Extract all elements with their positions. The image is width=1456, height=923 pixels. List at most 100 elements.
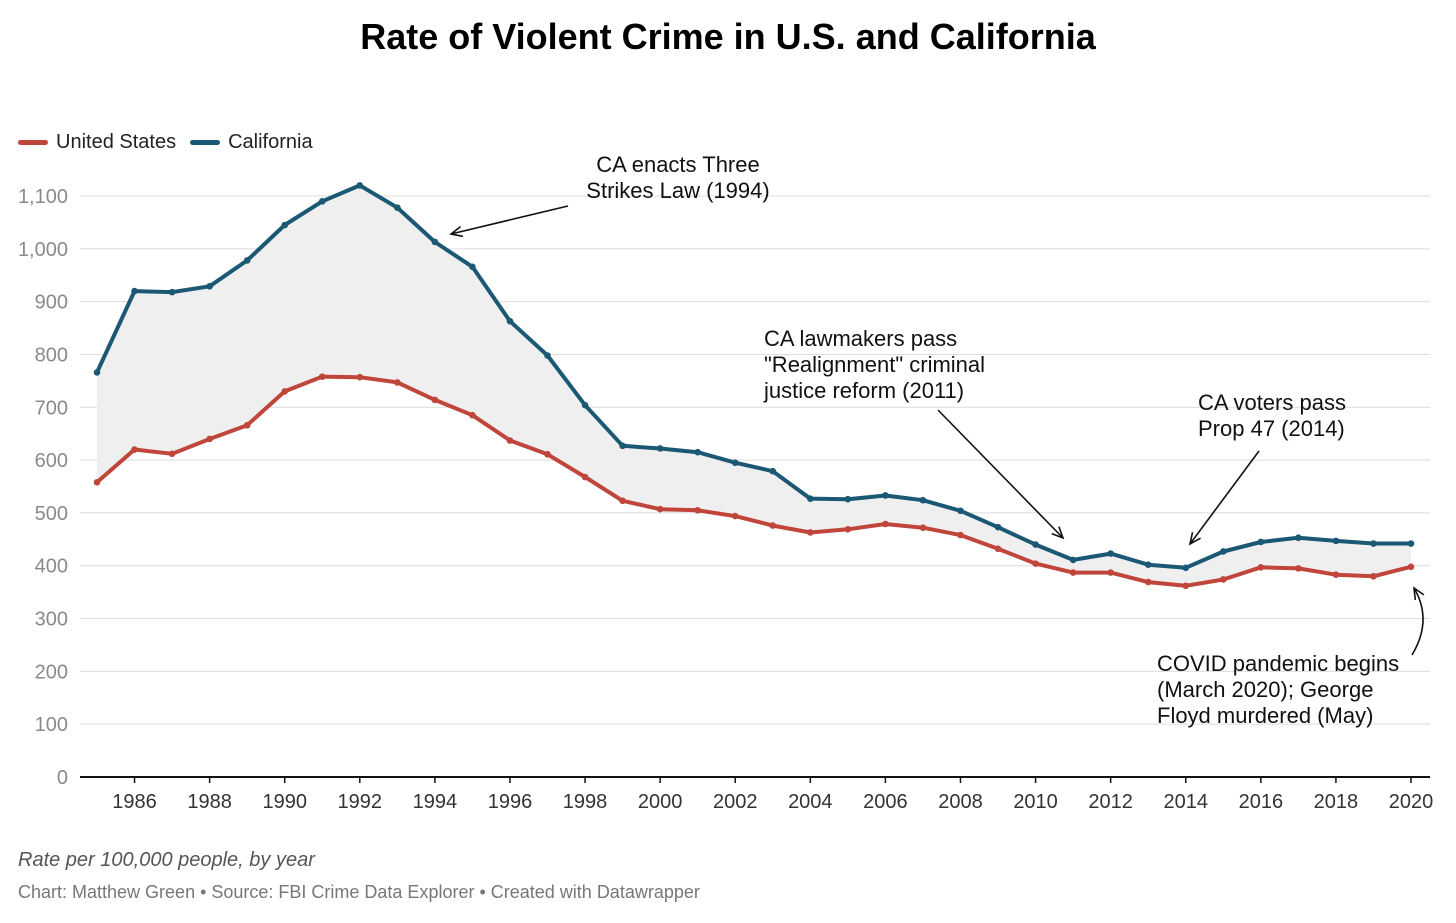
series-line-united-states [95, 374, 1413, 588]
x-tick-label: 1988 [187, 791, 232, 813]
x-tick-label: 2000 [638, 791, 683, 813]
data-point-california [206, 283, 213, 290]
data-point-california [1219, 548, 1227, 555]
data-point-california [1407, 540, 1415, 547]
data-point-united-states [1219, 576, 1227, 583]
y-tick-label: 1,000 [18, 239, 68, 261]
data-point-california [131, 287, 138, 295]
data-point-california [544, 352, 551, 359]
data-point-california [882, 492, 889, 499]
data-point-california [919, 496, 927, 504]
data-point-california [619, 442, 626, 450]
annotation-text: CA lawmakers pass "Realignment" criminal j… [763, 326, 985, 403]
gridlines [80, 195, 1430, 725]
data-point-united-states [694, 506, 701, 514]
data-point-united-states [281, 388, 289, 395]
annotation: COVID pandemic begins (March 2020); Georg… [1157, 586, 1425, 728]
data-point-california [1107, 550, 1114, 557]
annotation: CA voters pass Prop 47 (2014) [1188, 390, 1346, 546]
data-point-united-states [656, 505, 664, 513]
data-point-united-states [469, 411, 476, 419]
data-point-united-states [1332, 571, 1340, 579]
data-point-california [93, 369, 101, 376]
data-point-united-states [844, 525, 852, 533]
data-point-united-states [1257, 564, 1265, 571]
x-tick-label: 1990 [262, 791, 307, 813]
y-tick-label: 300 [35, 609, 68, 631]
legend-swatch-california [190, 140, 221, 145]
annotation-line: CA enacts Three [596, 152, 759, 177]
data-point-united-states [394, 379, 401, 386]
data-point-california [281, 221, 289, 229]
data-point-california [243, 257, 251, 264]
y-tick-label: 400 [35, 556, 68, 578]
x-tick-label: 1992 [338, 791, 383, 813]
x-tick-label: 2014 [1163, 791, 1208, 813]
data-point-california [1257, 538, 1265, 546]
data-point-united-states [957, 531, 964, 539]
data-point-united-states [93, 478, 101, 486]
x-tick-label: 2008 [938, 791, 983, 813]
data-point-california [731, 459, 739, 467]
y-tick-label: 200 [35, 661, 68, 683]
y-tick-label: 0 [57, 767, 68, 789]
annotation-line: CA voters pass [1198, 390, 1346, 415]
chart-note: Rate per 100,000 people, by year [18, 849, 315, 871]
y-tick-label: 100 [35, 714, 68, 736]
data-point-california [1182, 564, 1190, 572]
data-point-united-states [131, 446, 138, 453]
data-point-california [957, 507, 964, 515]
x-tick-label: 2006 [863, 791, 908, 813]
data-point-united-states [731, 512, 739, 520]
data-point-california [1332, 537, 1340, 545]
data-point-california [656, 445, 664, 452]
annotation-line: justice reform (2011) [763, 378, 964, 403]
data-point-united-states [1370, 572, 1377, 580]
annotation-line: (March 2020); George [1157, 677, 1373, 702]
annotation-line: Prop 47 (2014) [1198, 416, 1345, 441]
data-point-united-states [356, 373, 364, 381]
annotations: CA enacts Three Strikes Law (1994) CA lawm… [449, 152, 1425, 728]
data-point-california [769, 467, 777, 475]
data-point-united-states [243, 421, 251, 429]
data-point-california [431, 238, 439, 246]
annotation-text: COVID pandemic begins (March 2020); Georg… [1157, 651, 1399, 728]
data-point-california [1032, 541, 1039, 548]
legend-label-california: California [228, 131, 313, 153]
y-tick-label: 800 [35, 344, 68, 366]
x-tick-label: 1998 [563, 791, 608, 813]
y-tick-label: 900 [35, 292, 68, 314]
x-tick-label: 2002 [713, 791, 758, 813]
data-point-california [394, 204, 401, 211]
axes: 0 100 200 300 400 500 600 700 800 900 1,000 1,100 19… [18, 186, 1433, 813]
annotation-arrow [937, 409, 1065, 540]
y-tick-label: 600 [35, 450, 68, 472]
x-tick-label: 2012 [1088, 791, 1133, 813]
annotation-line: COVID pandemic begins [1157, 651, 1399, 676]
data-point-california [168, 288, 176, 296]
data-point-california [844, 495, 852, 503]
data-point-united-states [1107, 569, 1114, 576]
y-tick-label: 700 [35, 397, 68, 419]
x-tick-label: 2004 [788, 791, 833, 813]
legend-item-california: California [190, 131, 313, 154]
annotation-text: CA enacts Three Strikes Law (1994) [586, 152, 769, 203]
series-line-california [95, 183, 1413, 570]
chart-title: Rate of Violent Crime in U.S. and Califo… [360, 16, 1096, 57]
gap-fill [97, 185, 1411, 586]
data-point-united-states [506, 437, 514, 444]
data-point-united-states [1182, 582, 1190, 590]
data-point-california [506, 317, 514, 325]
x-tick-label: 1986 [112, 791, 157, 813]
y-tick-label: 1,100 [18, 186, 68, 208]
legend-item-united-states: United States [18, 131, 176, 154]
annotation-arrow [1188, 450, 1260, 546]
data-point-united-states [807, 529, 814, 536]
annotation-arrow [1411, 586, 1425, 656]
data-point-united-states [206, 435, 213, 443]
annotation: CA lawmakers pass "Realignment" criminal j… [763, 326, 1065, 540]
data-point-united-states [1069, 569, 1077, 576]
data-point-united-states [1032, 560, 1039, 567]
data-point-california [994, 523, 1002, 531]
data-point-united-states [769, 522, 777, 529]
